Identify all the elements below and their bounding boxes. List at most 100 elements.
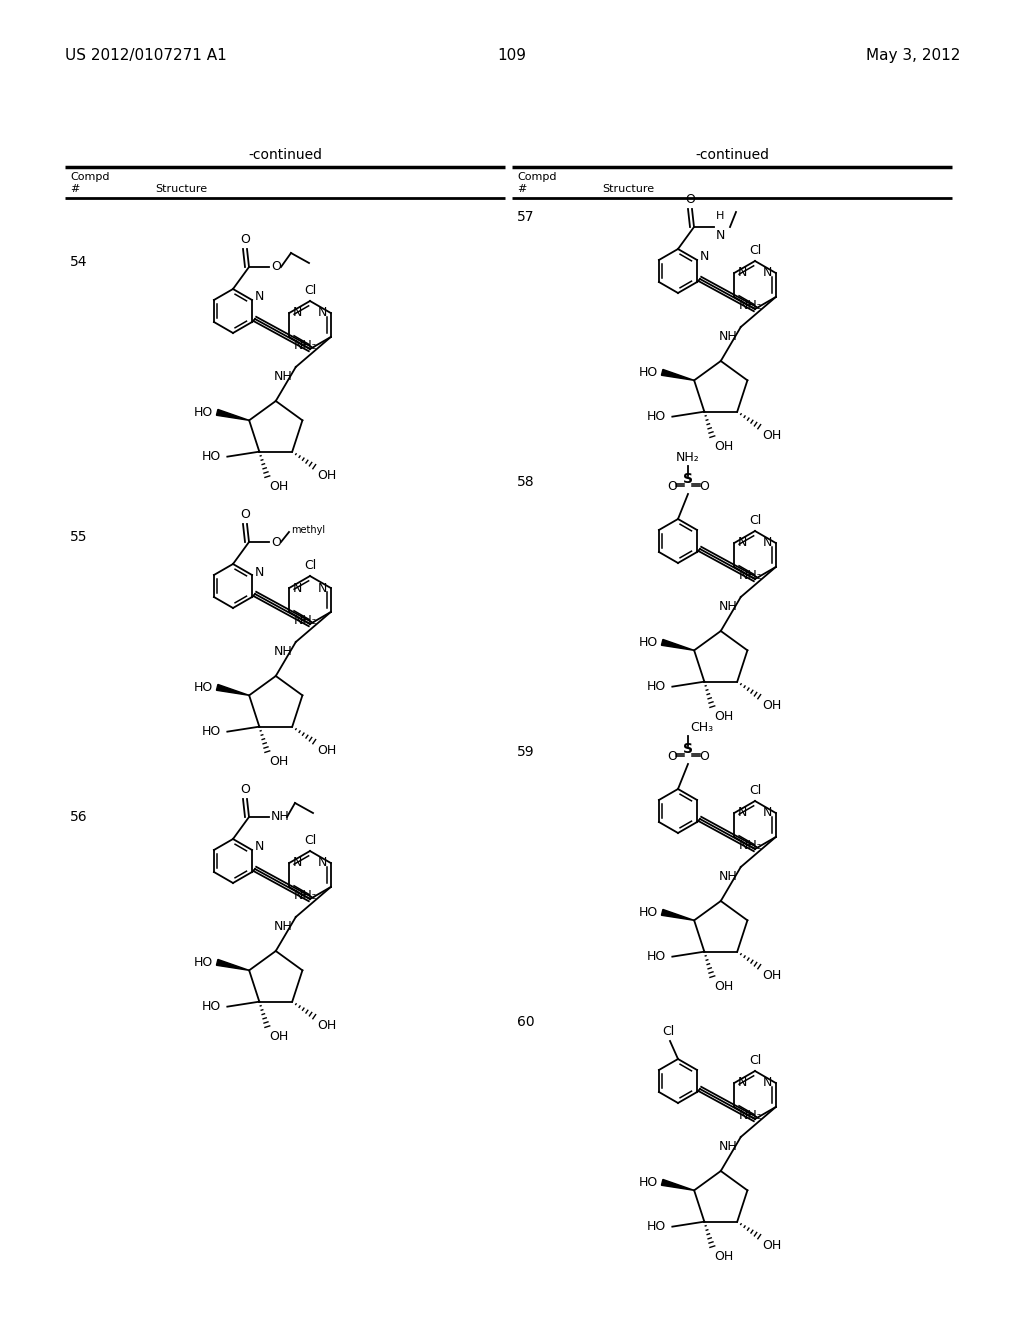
Text: 55: 55 bbox=[70, 531, 87, 544]
Text: NH₂: NH₂ bbox=[739, 300, 763, 312]
Text: NH₂: NH₂ bbox=[676, 451, 699, 465]
Text: Cl: Cl bbox=[749, 244, 761, 257]
Text: HO: HO bbox=[194, 956, 213, 969]
Text: N: N bbox=[293, 582, 302, 594]
Text: O: O bbox=[685, 193, 695, 206]
Text: 60: 60 bbox=[517, 1015, 535, 1030]
Text: N: N bbox=[738, 1077, 748, 1089]
Text: -continued: -continued bbox=[695, 148, 769, 162]
Text: O: O bbox=[699, 750, 709, 763]
Text: OH: OH bbox=[317, 469, 337, 482]
Text: HO: HO bbox=[647, 411, 667, 424]
Text: Compd: Compd bbox=[70, 172, 110, 182]
Text: Structure: Structure bbox=[155, 183, 207, 194]
Text: OH: OH bbox=[762, 1238, 781, 1251]
Text: OH: OH bbox=[762, 429, 781, 442]
Text: Cl: Cl bbox=[749, 513, 761, 527]
Text: NH₂: NH₂ bbox=[294, 614, 318, 627]
Text: OH: OH bbox=[317, 743, 337, 756]
Polygon shape bbox=[662, 639, 694, 651]
Text: 58: 58 bbox=[517, 475, 535, 488]
Text: O: O bbox=[667, 750, 677, 763]
Text: HO: HO bbox=[202, 450, 221, 463]
Text: N: N bbox=[317, 582, 327, 594]
Text: S: S bbox=[683, 473, 693, 486]
Text: O: O bbox=[271, 260, 281, 273]
Text: -continued: -continued bbox=[248, 148, 322, 162]
Text: OH: OH bbox=[715, 1250, 733, 1263]
Text: #: # bbox=[517, 183, 526, 194]
Text: NH₂: NH₂ bbox=[739, 569, 763, 582]
Text: #: # bbox=[70, 183, 80, 194]
Text: HO: HO bbox=[639, 1176, 658, 1189]
Polygon shape bbox=[216, 685, 249, 696]
Text: US 2012/0107271 A1: US 2012/0107271 A1 bbox=[65, 48, 226, 63]
Text: 56: 56 bbox=[70, 810, 88, 824]
Text: O: O bbox=[271, 536, 281, 549]
Text: S: S bbox=[683, 742, 693, 756]
Text: HO: HO bbox=[202, 725, 221, 738]
Polygon shape bbox=[662, 370, 694, 380]
Text: May 3, 2012: May 3, 2012 bbox=[865, 48, 961, 63]
Text: OH: OH bbox=[269, 1030, 289, 1043]
Text: N: N bbox=[700, 251, 710, 264]
Polygon shape bbox=[216, 960, 249, 970]
Text: N: N bbox=[763, 536, 772, 549]
Text: Cl: Cl bbox=[749, 784, 761, 797]
Text: HO: HO bbox=[647, 680, 667, 693]
Text: OH: OH bbox=[762, 969, 781, 982]
Text: Cl: Cl bbox=[749, 1053, 761, 1067]
Text: OH: OH bbox=[269, 479, 289, 492]
Text: NH₂: NH₂ bbox=[739, 840, 763, 851]
Text: H: H bbox=[716, 211, 724, 220]
Text: NH: NH bbox=[719, 1140, 737, 1152]
Text: O: O bbox=[667, 479, 677, 492]
Text: methyl: methyl bbox=[291, 525, 326, 535]
Text: Cl: Cl bbox=[662, 1026, 674, 1038]
Text: NH: NH bbox=[271, 810, 290, 824]
Text: HO: HO bbox=[647, 1220, 667, 1233]
Text: N: N bbox=[317, 857, 327, 870]
Text: N: N bbox=[763, 807, 772, 820]
Text: N: N bbox=[763, 1077, 772, 1089]
Text: OH: OH bbox=[762, 698, 781, 711]
Text: NH: NH bbox=[274, 645, 293, 657]
Text: N: N bbox=[716, 228, 725, 242]
Text: O: O bbox=[699, 479, 709, 492]
Text: N: N bbox=[317, 306, 327, 319]
Polygon shape bbox=[662, 1180, 694, 1191]
Text: N: N bbox=[293, 306, 302, 319]
Text: Cl: Cl bbox=[304, 284, 316, 297]
Text: NH₂: NH₂ bbox=[739, 1109, 763, 1122]
Text: N: N bbox=[763, 267, 772, 280]
Text: 54: 54 bbox=[70, 255, 87, 269]
Text: HO: HO bbox=[639, 906, 658, 919]
Text: HO: HO bbox=[647, 950, 667, 964]
Text: NH: NH bbox=[274, 370, 293, 383]
Text: O: O bbox=[240, 508, 250, 521]
Text: HO: HO bbox=[194, 681, 213, 694]
Text: Cl: Cl bbox=[304, 558, 316, 572]
Text: 57: 57 bbox=[517, 210, 535, 224]
Text: OH: OH bbox=[317, 1019, 337, 1032]
Text: N: N bbox=[255, 290, 264, 304]
Text: OH: OH bbox=[715, 710, 733, 722]
Text: N: N bbox=[738, 536, 748, 549]
Text: HO: HO bbox=[639, 636, 658, 649]
Text: NH₂: NH₂ bbox=[294, 888, 318, 902]
Text: N: N bbox=[738, 807, 748, 820]
Text: HO: HO bbox=[202, 1001, 221, 1014]
Text: Cl: Cl bbox=[304, 834, 316, 847]
Text: N: N bbox=[738, 267, 748, 280]
Text: OH: OH bbox=[715, 440, 733, 453]
Text: Structure: Structure bbox=[602, 183, 654, 194]
Text: O: O bbox=[240, 234, 250, 246]
Text: NH: NH bbox=[719, 601, 737, 612]
Text: N: N bbox=[255, 841, 264, 854]
Text: OH: OH bbox=[715, 979, 733, 993]
Polygon shape bbox=[662, 909, 694, 920]
Text: 59: 59 bbox=[517, 744, 535, 759]
Text: NH: NH bbox=[719, 870, 737, 883]
Text: OH: OH bbox=[269, 755, 289, 768]
Text: CH₃: CH₃ bbox=[690, 721, 713, 734]
